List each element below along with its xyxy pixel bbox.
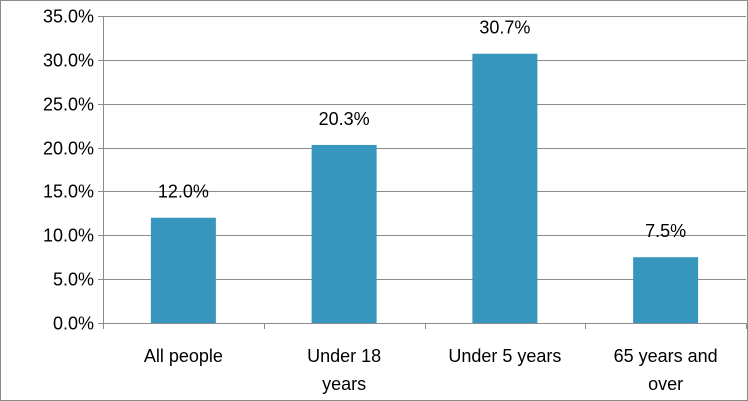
x-tick-label: Under 5 years xyxy=(448,346,561,366)
y-tick-label: 5.0% xyxy=(53,270,94,290)
bar xyxy=(633,257,699,323)
x-tick-label-line: years xyxy=(322,374,366,394)
x-tick-label-line: All people xyxy=(144,346,223,366)
x-tick-label-line: Under 5 years xyxy=(448,346,561,366)
bar xyxy=(472,53,538,324)
y-tick-label: 20.0% xyxy=(43,139,94,159)
bar xyxy=(150,217,216,323)
x-tick-label: 65 years and over xyxy=(614,346,718,394)
axes xyxy=(98,16,747,329)
y-tick-label: 30.0% xyxy=(43,51,94,71)
data-label: 7.5% xyxy=(645,221,686,241)
data-label: 30.7% xyxy=(479,18,530,38)
x-tick-label: All people xyxy=(144,346,223,366)
y-tick-label: 35.0% xyxy=(43,7,94,27)
y-tick-label: 10.0% xyxy=(43,226,94,246)
x-tick-label-line: 65 years and xyxy=(614,346,718,366)
bars xyxy=(150,53,699,324)
x-tick-label-line: over xyxy=(648,374,683,394)
y-tick-label: 25.0% xyxy=(43,95,94,115)
y-tick-label: 0.0% xyxy=(53,314,94,334)
y-tick-label: 15.0% xyxy=(43,182,94,202)
labels: 0.0% 5.0% 10.0% 15.0% 20.0% 25.0% 30.0% 35.0% 12… xyxy=(43,7,718,395)
x-tick-label-line: Under 18 xyxy=(307,346,381,366)
data-label: 12.0% xyxy=(158,182,209,202)
x-tick-label: Under 18 years xyxy=(307,346,381,394)
data-label: 20.3% xyxy=(319,109,370,129)
bar xyxy=(311,144,377,323)
